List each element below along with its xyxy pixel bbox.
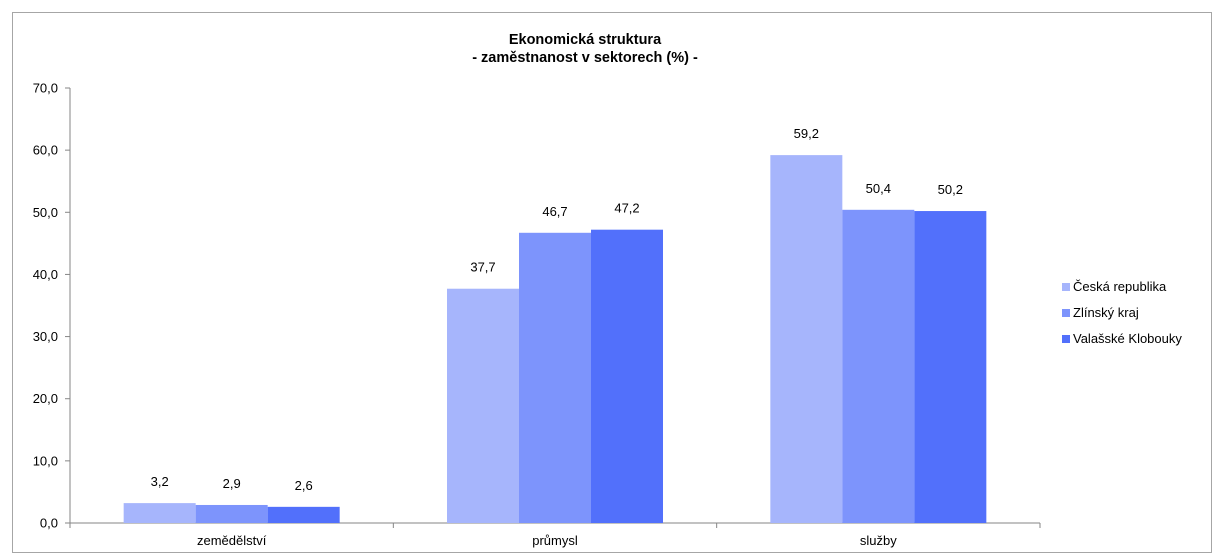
data-label: 59,2	[794, 126, 819, 141]
legend-label: Česká republika	[1073, 279, 1167, 294]
y-tick-label: 70,0	[33, 81, 58, 96]
legend: Česká republika Zlínský kraj Valašské Klob…	[1062, 279, 1182, 346]
chart-subtitle: - zaměstnanost v sektorech (%) -	[472, 50, 698, 66]
bar	[123, 503, 196, 523]
y-tick-label: 20,0	[33, 391, 58, 406]
legend-swatch	[1062, 309, 1070, 317]
bar	[914, 211, 987, 524]
x-tick-label: průmysl	[532, 533, 578, 548]
plot-area: 0,0 10,0 20,0 30,0 40,0 50,0 60,0 70,0 3,2 2,9 2,6…	[33, 81, 1041, 548]
bar	[519, 232, 591, 524]
data-label: 47,2	[614, 201, 639, 216]
chart-title: Ekonomická struktura	[509, 32, 662, 48]
y-tick-label: 30,0	[33, 329, 58, 344]
y-tick-label: 50,0	[33, 205, 58, 220]
y-tick-label: 40,0	[33, 267, 58, 282]
bar	[267, 506, 340, 523]
x-tick-label: zemědělství	[197, 533, 267, 548]
y-tick-label: 10,0	[33, 453, 58, 468]
legend-label: Zlínský kraj	[1073, 305, 1139, 320]
bar	[842, 209, 915, 524]
bar	[447, 288, 519, 523]
legend-swatch	[1062, 335, 1070, 343]
data-label: 50,2	[938, 182, 963, 197]
data-label: 50,4	[866, 181, 891, 196]
x-tick-label: služby	[860, 533, 897, 548]
data-label: 2,9	[223, 476, 241, 491]
legend-label: Valašské Klobouky	[1073, 331, 1182, 346]
bar	[591, 229, 663, 523]
legend-swatch	[1062, 283, 1070, 291]
bar	[195, 504, 268, 523]
data-label: 2,6	[295, 478, 313, 493]
data-label: 37,7	[470, 260, 495, 275]
y-tick-label: 0,0	[40, 516, 58, 531]
data-label: 3,2	[151, 474, 169, 489]
data-label: 46,7	[542, 204, 567, 219]
y-tick-label: 60,0	[33, 143, 58, 158]
bar	[770, 155, 843, 523]
